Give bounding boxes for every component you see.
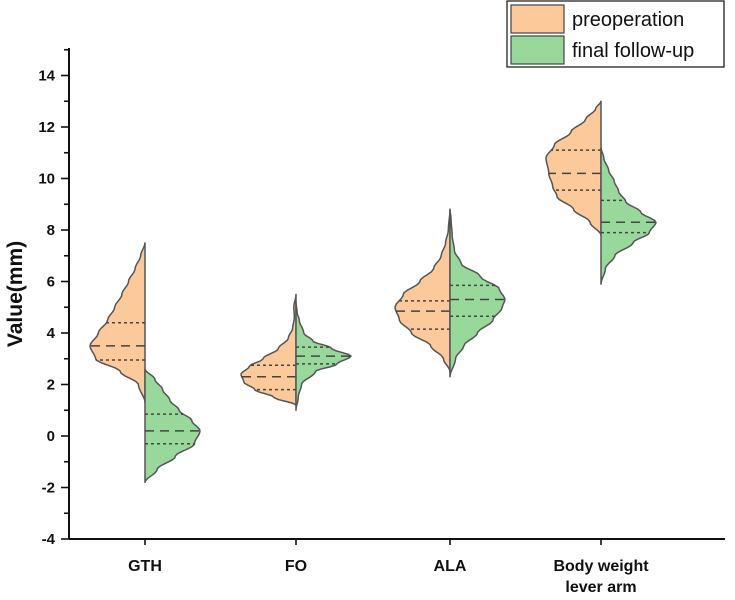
- y-tick-label: 4: [47, 325, 56, 342]
- y-tick-label: 10: [38, 171, 55, 188]
- y-tick-label: -4: [42, 531, 56, 548]
- y-tick-label: 2: [47, 377, 55, 394]
- x-category-label: GTH: [128, 558, 162, 575]
- x-category-label: Body weight: [553, 558, 649, 575]
- y-tick-label: 12: [38, 119, 55, 136]
- violin-final-follow-up: [295, 301, 352, 411]
- y-tick-label: -2: [42, 480, 55, 497]
- violin-preoperation: [240, 293, 297, 406]
- legend-swatch-preoperation: [510, 4, 565, 34]
- legend-label-final-follow-up: final follow-up: [572, 40, 694, 62]
- violin-final-follow-up: [144, 368, 201, 484]
- legend-label-preoperation: preoperation: [572, 9, 684, 31]
- violin-preoperation: [89, 242, 146, 404]
- violin-preoperation: [545, 100, 602, 236]
- x-category-labels: GTH FO ALA Body weight lever arm: [128, 539, 649, 596]
- x-category-label: lever arm: [565, 579, 636, 596]
- violin-final-follow-up: [600, 146, 657, 285]
- y-axis-label: Value(mm): [4, 241, 27, 347]
- y-tick-label: 14: [38, 68, 55, 85]
- violin-preoperation: [394, 208, 451, 373]
- legend: preoperation final follow-up: [506, 0, 725, 68]
- x-category-label: FO: [285, 558, 307, 575]
- legend-swatch-final-follow-up: [510, 35, 565, 65]
- x-category-label: ALA: [434, 558, 467, 575]
- y-tick-label: 8: [47, 222, 55, 239]
- violin-final-follow-up: [449, 208, 506, 378]
- y-tick-label: 0: [47, 428, 55, 445]
- y-ticks: -4 -2 0 2 4 6 8 10 12 14: [38, 48, 69, 548]
- violin-layer: [89, 100, 657, 484]
- y-tick-label: 6: [47, 274, 55, 291]
- axes: [68, 48, 725, 540]
